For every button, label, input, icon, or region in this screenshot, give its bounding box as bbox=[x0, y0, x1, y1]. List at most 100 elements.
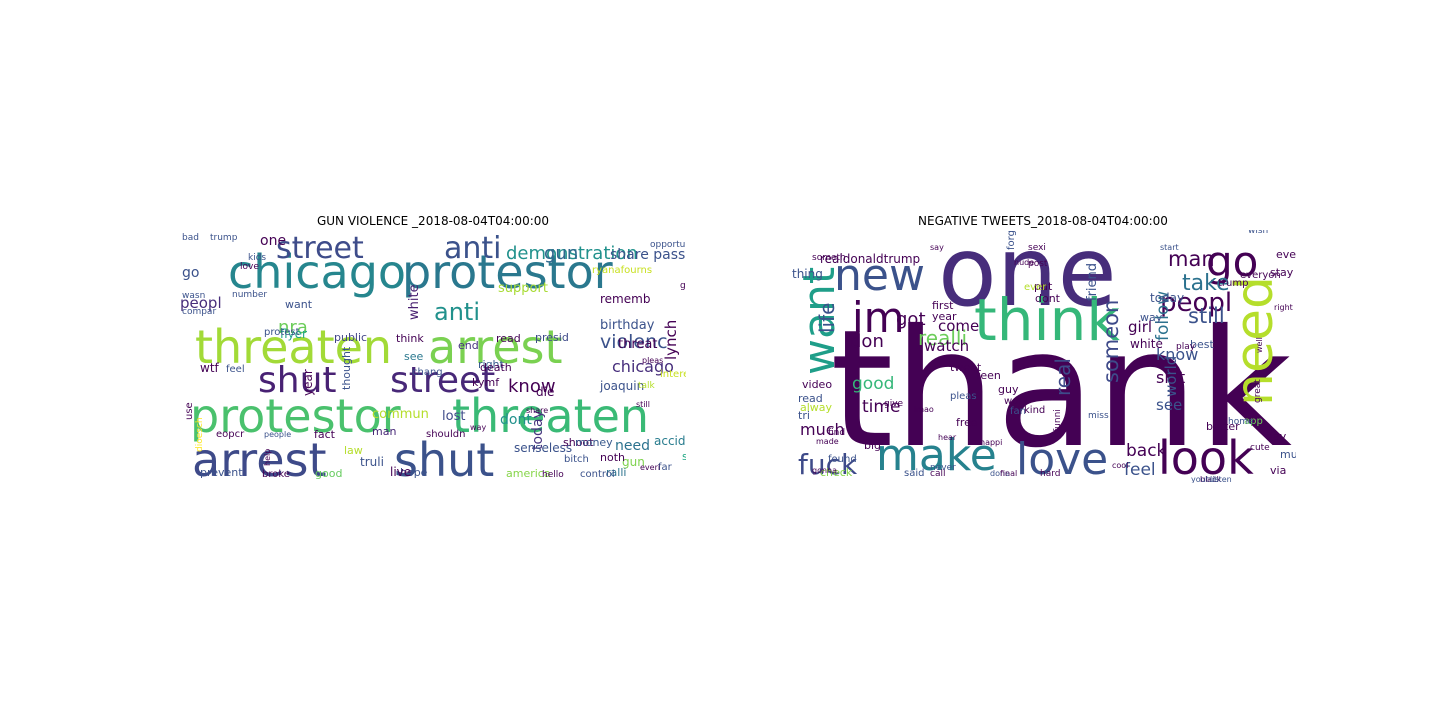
word-find: find bbox=[828, 428, 845, 438]
word-go: go bbox=[1206, 237, 1258, 286]
word-got: got bbox=[896, 309, 926, 330]
word-tweet: tweet bbox=[950, 361, 982, 374]
word-trump: trump bbox=[210, 233, 238, 243]
word-truli: truli bbox=[360, 455, 384, 469]
word-arrest: arrest bbox=[192, 433, 327, 483]
word-shouldn: shouldn bbox=[426, 429, 465, 440]
word-die: die bbox=[536, 385, 554, 399]
word-put: put bbox=[1034, 280, 1053, 293]
word-girl: girl bbox=[1128, 318, 1152, 336]
word-hope: hope bbox=[400, 466, 428, 479]
word-rememb: rememb bbox=[600, 292, 650, 306]
word-today: today bbox=[530, 410, 546, 450]
word-need: need bbox=[615, 438, 650, 454]
word-protestor: protestor bbox=[402, 245, 613, 299]
word-thing: thing bbox=[792, 267, 823, 281]
word-dont: dont bbox=[1035, 292, 1061, 305]
word-funni: funni bbox=[1053, 409, 1063, 432]
word-shit: shit bbox=[1156, 368, 1185, 387]
word-shoot: shoot bbox=[563, 436, 594, 449]
word-street: street bbox=[276, 231, 364, 266]
word-live: live bbox=[390, 465, 411, 479]
word-post: post bbox=[1028, 259, 1048, 269]
word-love: love bbox=[1016, 434, 1108, 483]
word-go: go bbox=[182, 265, 199, 281]
word-lmao: lmao bbox=[914, 405, 934, 414]
word-kids: kids bbox=[248, 253, 266, 263]
word-year: year bbox=[932, 310, 957, 323]
word-stay: stay bbox=[1270, 266, 1294, 279]
word-senseless: senseless bbox=[514, 441, 572, 455]
word-read: read bbox=[496, 332, 521, 345]
word-take: take bbox=[1182, 271, 1230, 296]
word-stop: stop bbox=[682, 450, 686, 463]
word-public: public bbox=[334, 331, 367, 344]
word-via: via bbox=[1270, 464, 1286, 477]
word-lost: lost bbox=[442, 409, 465, 424]
word-america: america bbox=[506, 467, 551, 480]
word-flyer: flyer bbox=[280, 327, 307, 341]
word-today: today bbox=[1150, 291, 1184, 305]
word-time: time bbox=[862, 397, 900, 417]
word-eopcr: eopcr bbox=[216, 429, 245, 440]
word-ever: ever bbox=[1024, 282, 1047, 293]
word-much: much bbox=[800, 420, 845, 439]
word-world: world bbox=[1162, 356, 1180, 397]
word-well: well bbox=[1255, 337, 1264, 353]
word-lynch: lynch bbox=[662, 320, 680, 360]
word-one: one bbox=[260, 233, 286, 249]
word-kymf: kymf bbox=[472, 376, 500, 389]
word-first: first bbox=[932, 299, 954, 312]
word-ryanafourns: ryanafourns bbox=[592, 265, 652, 276]
word-video: video bbox=[802, 378, 832, 391]
word-way: way bbox=[470, 423, 486, 432]
word-read: read bbox=[798, 392, 823, 405]
word-feel: feel bbox=[226, 364, 245, 375]
word-anti: anti bbox=[444, 231, 502, 266]
word-gun: gun bbox=[544, 243, 578, 264]
word-anti: anti bbox=[434, 298, 480, 326]
word-money: money bbox=[575, 436, 613, 449]
word-life: life bbox=[815, 303, 839, 333]
word-wtf: wtf bbox=[200, 361, 220, 375]
word-opportun: opportun bbox=[650, 240, 686, 250]
word-threaten: threaten bbox=[452, 389, 649, 443]
word-bad: bad bbox=[182, 233, 199, 243]
word-made: made bbox=[816, 437, 839, 446]
word-cool: cool bbox=[1112, 461, 1128, 470]
word-talk: talk bbox=[638, 381, 656, 391]
word-ralli: ralli bbox=[606, 466, 626, 479]
word-said: said bbox=[904, 468, 924, 479]
word-protest: protest bbox=[264, 327, 300, 338]
word-everyon: everyon bbox=[1240, 270, 1281, 281]
word-pleas: pleas bbox=[950, 391, 977, 402]
word-final: final bbox=[1000, 469, 1017, 478]
word-people: people bbox=[264, 430, 291, 439]
word-violenc: violenc bbox=[600, 331, 668, 353]
word-guy: guy bbox=[998, 383, 1019, 396]
word-thank: thank bbox=[830, 296, 1292, 483]
word-help: help bbox=[263, 449, 272, 466]
word-know: know bbox=[1156, 345, 1198, 364]
word-look: look bbox=[1158, 431, 1254, 483]
word-black: black bbox=[1200, 475, 1222, 483]
word-kind: kind bbox=[1024, 405, 1045, 416]
word-start: start bbox=[1160, 243, 1179, 252]
word-know: know bbox=[508, 376, 556, 397]
word-home: home bbox=[1228, 417, 1254, 427]
word-peopl: peopl bbox=[180, 294, 222, 312]
word-accid: accid bbox=[654, 434, 686, 448]
word-music: music bbox=[1280, 448, 1296, 461]
word-happi: happi bbox=[980, 438, 1002, 447]
word-miss: miss bbox=[1088, 411, 1109, 421]
word-birthday: birthday bbox=[600, 318, 655, 333]
word-tri: tri bbox=[798, 409, 810, 422]
word-year: year bbox=[301, 369, 315, 396]
word-protestor: protestor bbox=[190, 389, 401, 443]
word-good: good bbox=[315, 467, 342, 480]
word-don: don bbox=[850, 331, 884, 352]
word-white: white bbox=[1130, 337, 1163, 351]
word-noth: noth bbox=[600, 451, 625, 464]
word-white: white bbox=[407, 284, 422, 320]
